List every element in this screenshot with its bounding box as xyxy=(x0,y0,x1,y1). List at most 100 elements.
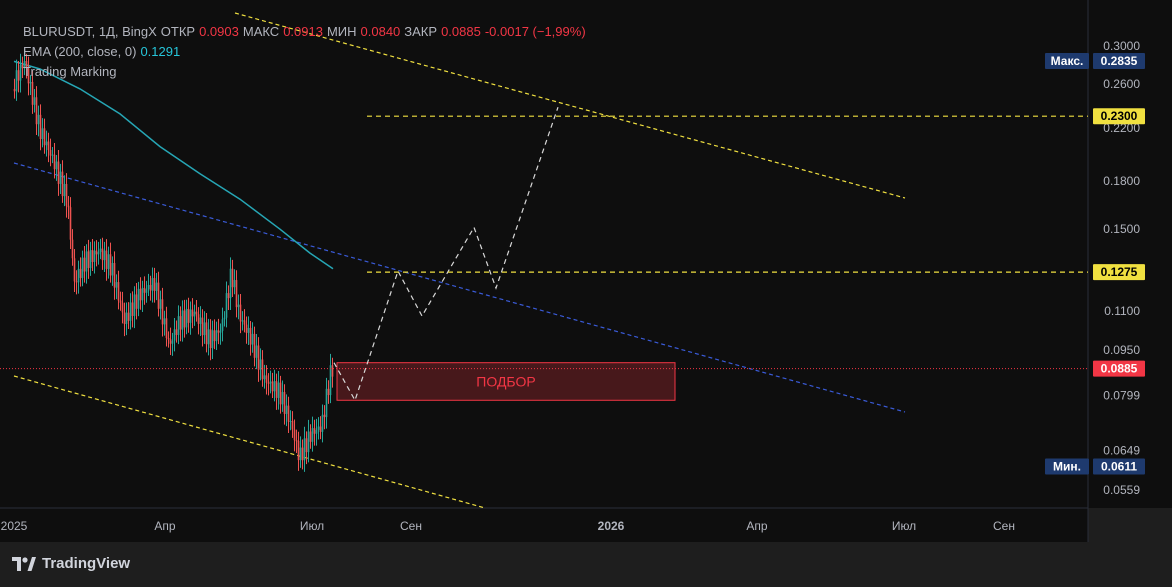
forecast-path[interactable] xyxy=(333,107,559,402)
candle-body xyxy=(69,207,72,240)
candle-body xyxy=(257,345,260,370)
candle-body xyxy=(59,171,62,184)
candle-body xyxy=(125,312,128,324)
channel-upper-line[interactable] xyxy=(234,12,906,199)
candle-body xyxy=(177,316,180,335)
candle-body xyxy=(141,287,144,301)
price-label-value: 0.2835 xyxy=(1101,54,1138,68)
candle-body xyxy=(147,285,150,290)
candle-body xyxy=(263,375,266,380)
candle-body xyxy=(81,257,84,278)
candle-body xyxy=(233,280,236,288)
price-label-box xyxy=(1093,360,1145,377)
tradingview-logo[interactable]: TradingView xyxy=(12,555,130,572)
candle-body xyxy=(33,97,36,105)
candle-body xyxy=(269,381,272,384)
candle-body xyxy=(187,308,190,323)
price-tick-label: 0.3000 xyxy=(1103,39,1140,53)
ema-value: 0.1291 xyxy=(140,44,181,59)
candle-body xyxy=(61,171,64,197)
close-value: 0.0885 xyxy=(441,24,481,39)
candle-body xyxy=(99,248,102,253)
price-label-value: 0.0885 xyxy=(1101,362,1138,376)
price-label-box xyxy=(1093,108,1145,125)
candle-body xyxy=(73,258,76,282)
candle-body xyxy=(55,161,58,170)
price-label-prefix-box xyxy=(1045,52,1089,69)
candle-body xyxy=(275,381,278,398)
candle-body xyxy=(109,254,112,276)
candle-body xyxy=(173,329,176,341)
candle-body xyxy=(239,304,242,322)
candle-body xyxy=(121,302,124,313)
candle-body xyxy=(87,251,90,268)
candle-body xyxy=(319,426,322,432)
candle-body xyxy=(57,161,60,184)
candle-body xyxy=(133,294,136,316)
symbol-title[interactable]: BLURUSDT, 1Д, BingX xyxy=(23,24,157,39)
candle-body xyxy=(165,318,168,339)
candle-body xyxy=(299,447,302,461)
candle-body xyxy=(303,438,306,461)
candle-body xyxy=(169,339,172,344)
pickup-zone-label: ПОДБОР xyxy=(476,373,535,389)
price-tick-label: 0.2600 xyxy=(1103,77,1140,91)
candle-body xyxy=(183,310,186,328)
ema-label: EMA (200, close, 0) xyxy=(23,44,137,59)
channel-lower-line[interactable] xyxy=(13,375,486,509)
candle-body xyxy=(35,97,38,125)
candle-body xyxy=(307,431,310,453)
candle-body xyxy=(75,281,78,283)
candle-body xyxy=(237,304,240,308)
candle-body xyxy=(15,70,18,92)
candle-body xyxy=(265,375,268,383)
candle-body xyxy=(251,333,254,345)
candle-body xyxy=(95,250,98,255)
indicator-label: Trading Marking xyxy=(23,64,117,79)
price-tick-label: 0.1100 xyxy=(1104,304,1140,318)
price-tick-label: 0.2200 xyxy=(1103,121,1140,135)
price-label-prefix: Макс. xyxy=(1051,54,1084,68)
candle-body xyxy=(167,338,170,340)
price-tick-label: 0.0649 xyxy=(1103,444,1140,458)
candle-body xyxy=(47,141,50,151)
candle-body xyxy=(151,278,154,291)
candle-body xyxy=(289,420,292,422)
price-label-box xyxy=(1093,264,1145,281)
candle-body xyxy=(231,268,234,288)
candle-body xyxy=(17,70,20,81)
candle-body xyxy=(79,268,82,278)
candle-body xyxy=(113,262,116,288)
candle-body xyxy=(139,288,142,301)
candle-body xyxy=(309,431,312,442)
candle-body xyxy=(311,428,314,442)
candle-body xyxy=(317,426,320,430)
candle-body xyxy=(235,280,238,308)
price-tick-label: 0.0950 xyxy=(1103,343,1140,357)
candle-body xyxy=(213,330,216,342)
channel-mid-line[interactable] xyxy=(13,162,906,413)
price-label-value: 0.2300 xyxy=(1101,109,1138,123)
ema-line[interactable] xyxy=(13,60,334,270)
candle-body xyxy=(207,329,210,345)
time-tick-label: Сен xyxy=(993,519,1015,533)
candle-body xyxy=(193,311,196,317)
time-tick-label: Сен xyxy=(400,519,422,533)
time-tick-label: 2026 xyxy=(598,519,625,533)
candle-body xyxy=(243,320,246,325)
high-label: МАКС xyxy=(242,24,280,39)
candle-body xyxy=(115,282,118,288)
candle-body xyxy=(329,365,332,396)
price-tick-label: 0.1500 xyxy=(1103,222,1140,236)
chart-legend: BLURUSDT, 1Д, BingX ОТКР 0.0903 МАКС 0.091… xyxy=(23,22,586,82)
time-axis-area xyxy=(0,508,1088,542)
candle-body xyxy=(67,205,70,208)
candle-body xyxy=(331,365,334,377)
ema-row[interactable]: EMA (200, close, 0) 0.1291 xyxy=(23,42,586,62)
candle-body xyxy=(295,440,298,442)
indicator-row[interactable]: Trading Marking xyxy=(23,62,586,82)
price-label-prefix: Мин. xyxy=(1053,459,1081,473)
candle-body xyxy=(157,282,160,309)
candle-body xyxy=(45,141,48,146)
